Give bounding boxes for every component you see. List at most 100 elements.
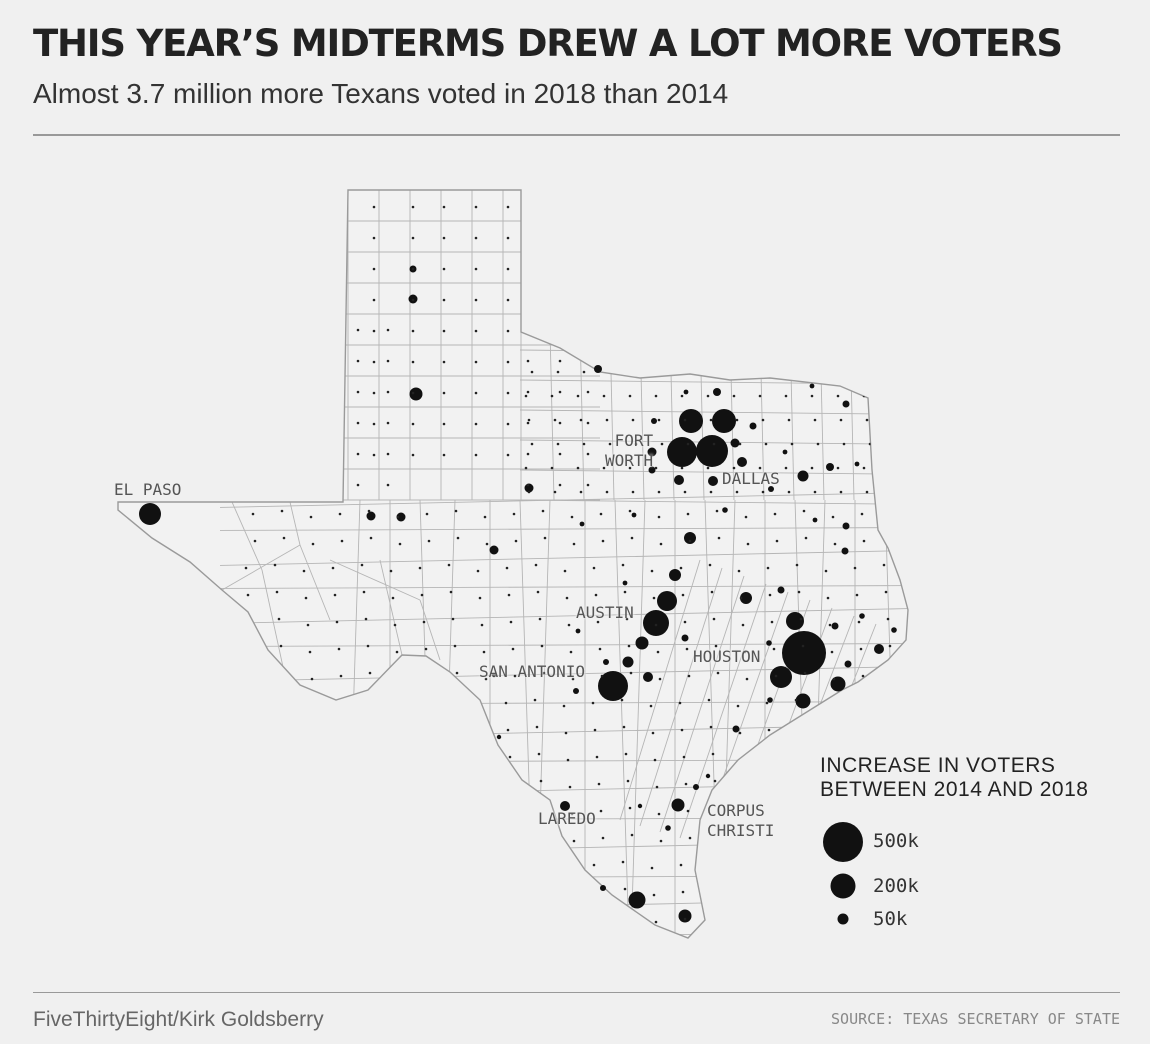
county-dot (831, 812, 835, 816)
county-dot (740, 758, 744, 762)
legend-title-line2: BETWEEN 2014 AND 2018 (820, 778, 1089, 801)
county-dot (709, 490, 713, 494)
county-dot (506, 453, 510, 457)
county-dot (628, 466, 632, 470)
county-dot (251, 809, 255, 813)
bubble-jefferson (874, 644, 884, 654)
bubble-rockwall (737, 457, 747, 467)
county-dot (652, 893, 656, 897)
legend-title: INCREASE IN VOTERS BETWEEN 2014 AND 2018 (820, 754, 1088, 802)
county-dot (687, 674, 691, 678)
city-label-fort-worth: FORT WORTH (605, 431, 654, 470)
county-dot (424, 647, 428, 651)
county-dot (761, 418, 765, 422)
county-dot (539, 779, 543, 783)
county-dot (248, 620, 252, 624)
county-dot (506, 205, 510, 209)
county-dot (422, 620, 426, 624)
county-dot (526, 359, 530, 363)
county-dot (862, 539, 866, 543)
county-dot (411, 236, 415, 240)
county-dot (556, 370, 560, 374)
bubble-tarrant (667, 437, 697, 467)
bubble-walker (777, 586, 785, 594)
bubble-lamar (809, 383, 815, 389)
county-dot (391, 893, 395, 897)
county-dot (654, 394, 658, 398)
county-dot (582, 442, 586, 446)
county-dot (398, 542, 402, 546)
county-dot (810, 466, 814, 470)
county-dot (572, 542, 576, 546)
county-dot (706, 394, 710, 398)
bubble-taylor (524, 483, 534, 493)
county-dot (631, 490, 635, 494)
bubble-wharton (767, 697, 773, 703)
county-boundary (614, 499, 630, 938)
county-dot (423, 782, 427, 786)
county-dot (862, 836, 866, 840)
county-dot (802, 509, 806, 513)
county-dot (799, 617, 803, 621)
county-dot (775, 539, 779, 543)
county-dot (735, 490, 739, 494)
county-dot (422, 917, 426, 921)
county-dot (787, 418, 791, 422)
county-dot (372, 205, 376, 209)
county-dot (622, 725, 626, 729)
county-dot (775, 836, 779, 840)
county-dot (252, 674, 256, 678)
county-dot (331, 566, 335, 570)
county-dot (478, 893, 482, 897)
county-dot (535, 725, 539, 729)
county-dot (305, 758, 309, 762)
county-dot (658, 677, 662, 681)
bubble-williamson (657, 591, 677, 611)
county-boundary (549, 329, 555, 501)
county-dot (244, 566, 248, 570)
county-dot (386, 328, 390, 332)
county-dot (340, 836, 344, 840)
county-dot (386, 452, 390, 456)
county-dot (303, 731, 307, 735)
county-dot (650, 569, 654, 573)
county-boundary (231, 501, 263, 571)
bubble-hunt (749, 422, 757, 430)
bubble-bexar (598, 671, 628, 701)
bubble-aransas (705, 773, 711, 779)
county-dot (272, 698, 276, 702)
city-label-san-antonio: SAN ANTONIO (479, 662, 585, 681)
county-dot (813, 418, 817, 422)
county-dot (306, 623, 310, 627)
county-dot (306, 920, 310, 924)
county-dot (679, 863, 683, 867)
bubble-angelina (841, 547, 849, 555)
county-dot (425, 809, 429, 813)
county-dot (579, 490, 583, 494)
county-dot (717, 536, 721, 540)
county-dot (392, 758, 396, 762)
county-dot (797, 887, 801, 891)
county-dot (336, 782, 340, 786)
county-dot (390, 731, 394, 735)
county-dot (538, 617, 542, 621)
county-boundary (219, 492, 908, 508)
county-dot (625, 914, 629, 918)
county-dot (362, 887, 366, 891)
county-dot (839, 490, 843, 494)
county-dot (825, 731, 829, 735)
county-dot (364, 914, 368, 918)
county-dot (427, 539, 431, 543)
county-dot (852, 701, 856, 705)
county-dot (274, 725, 278, 729)
bubble-harris (782, 631, 826, 675)
county-dot (842, 370, 846, 374)
bubble-bowie (842, 400, 850, 408)
county-boundary (329, 559, 421, 601)
county-dot (244, 863, 248, 867)
county-dot (514, 836, 518, 840)
county-dot (448, 725, 452, 729)
county-dot (550, 466, 554, 470)
county-dot (442, 422, 446, 426)
county-dot (802, 806, 806, 810)
